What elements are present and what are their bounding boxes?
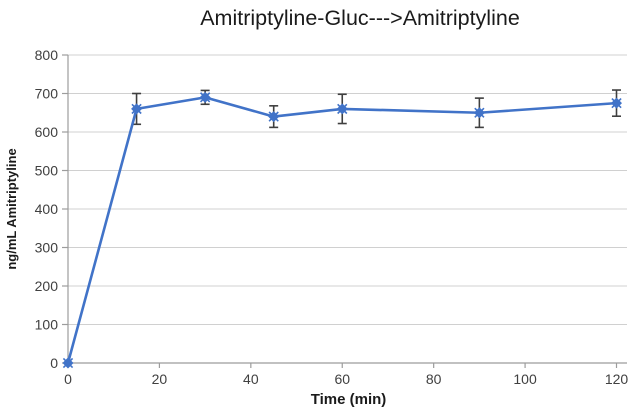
y-tick-label: 800: [35, 47, 59, 63]
y-tick-label: 400: [35, 201, 59, 217]
data-point-marker: [336, 103, 348, 115]
x-tick-label: 120: [605, 371, 629, 387]
data-point-marker: [199, 91, 211, 103]
y-tick-label: 200: [35, 278, 59, 294]
y-tick-label: 0: [50, 355, 58, 371]
data-point-marker: [268, 111, 280, 123]
data-point-marker: [131, 103, 143, 115]
x-axis-title: Time (min): [310, 391, 387, 408]
data-point-marker: [611, 97, 622, 109]
x-tick-label: 20: [152, 371, 168, 387]
series-line: [66, 96, 618, 365]
y-tick-label: 300: [35, 240, 59, 256]
data-point-marker: [473, 107, 485, 119]
x-tick-label: 40: [243, 371, 259, 387]
x-tick-label: 100: [513, 371, 537, 387]
x-tick-label: 0: [64, 371, 72, 387]
chart-title: Amitriptyline-Gluc--->Amitriptyline: [200, 6, 520, 30]
y-tick-label: 700: [35, 86, 59, 102]
x-tick-label: 60: [334, 371, 350, 387]
x-tick-label: 80: [426, 371, 442, 387]
y-tick-label: 600: [35, 124, 59, 140]
data-point-marker: [62, 357, 74, 369]
y-tick-label: 500: [35, 163, 59, 179]
y-tick-label: 100: [35, 317, 59, 333]
